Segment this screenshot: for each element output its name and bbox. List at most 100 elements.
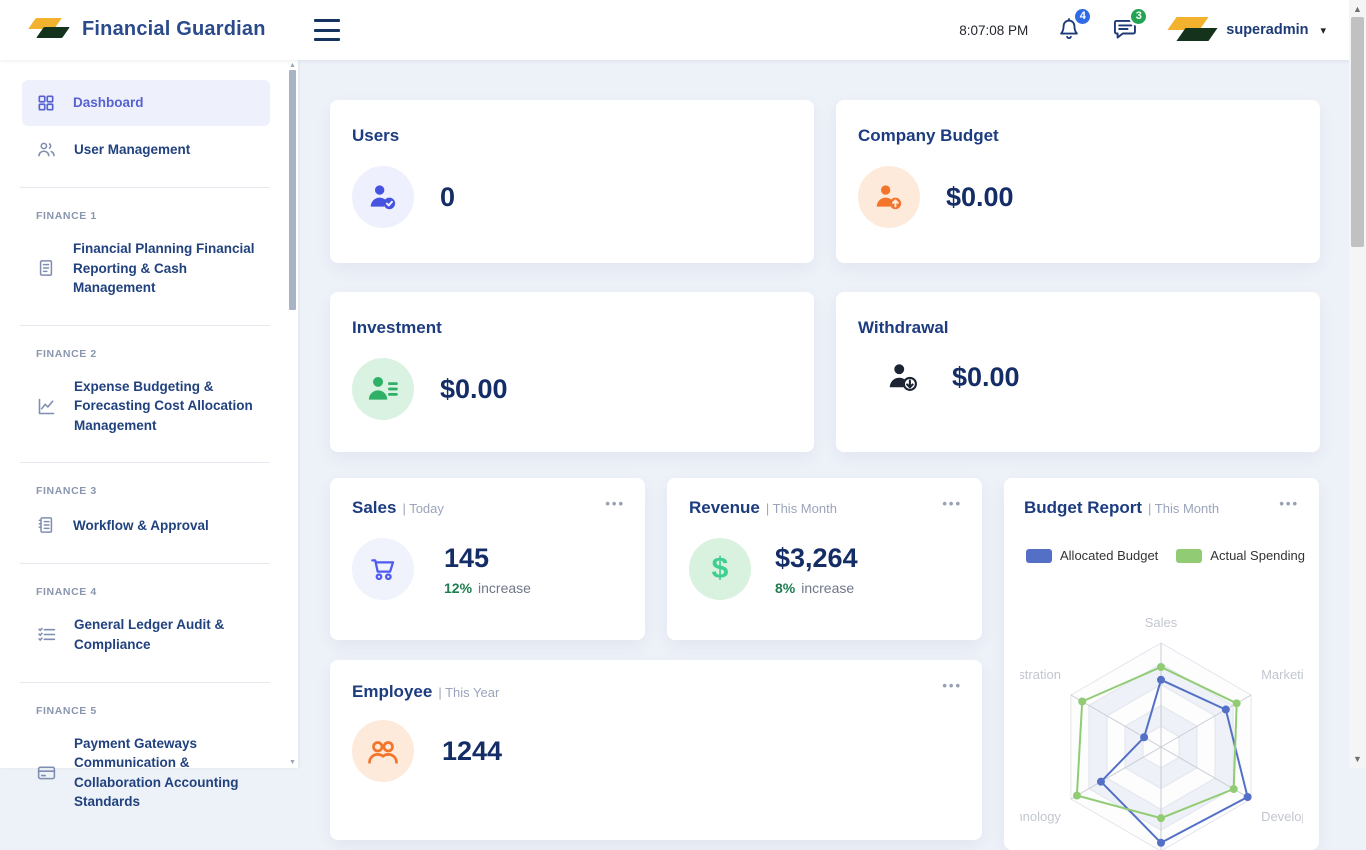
legend-label: Actual Spending: [1210, 548, 1305, 563]
sidebar-item-payment-gateways[interactable]: Payment Gateways Communication & Collabo…: [22, 721, 270, 825]
sidebar-scrollbar[interactable]: ▲ ▼: [288, 60, 297, 768]
revenue-value: $3,264: [775, 542, 858, 573]
bell-icon: [1060, 17, 1079, 39]
page-scrollbar-thumb[interactable]: [1351, 17, 1364, 247]
notifications-button[interactable]: 4: [1054, 7, 1093, 47]
brand-name: Financial Guardian: [82, 17, 266, 40]
users-card: Users 0: [330, 100, 814, 263]
page-scrollbar[interactable]: ▲ ▼: [1349, 0, 1366, 768]
sidebar-scrollbar-thumb[interactable]: [289, 70, 296, 310]
legend-item-actual[interactable]: Actual Spending: [1176, 548, 1305, 563]
main-content: Users 0 Company Budget: [298, 60, 1349, 850]
card-period: | This Month: [765, 501, 837, 516]
card-title: Employee: [352, 682, 433, 701]
company-budget-value: $0.00: [946, 181, 1014, 212]
card-period: | This Year: [438, 685, 500, 700]
legend-label: Allocated Budget: [1060, 548, 1159, 563]
legend-swatch-actual: [1176, 548, 1203, 563]
scroll-up-icon[interactable]: ▲: [289, 62, 296, 69]
sales-delta-label: increase: [478, 579, 531, 596]
svg-text:Information Technology: Information Technology: [1020, 809, 1061, 824]
sidebar-toggle-button[interactable]: [314, 19, 340, 41]
budget-radar-chart: Sales Administration Information Technolog…: [1020, 615, 1303, 850]
scroll-up-icon[interactable]: ▲: [1353, 4, 1362, 14]
section-label-finance-5: FINANCE 5: [36, 704, 97, 717]
section-label-finance-4: FINANCE 4: [36, 586, 97, 599]
users-value: 0: [440, 181, 456, 212]
sales-delta: 12%: [444, 579, 473, 596]
withdrawal-card: Withdrawal $0.00: [836, 292, 1320, 452]
messages-button[interactable]: 3: [1110, 7, 1149, 47]
sidebar-item-user-management[interactable]: User Management: [22, 126, 270, 173]
more-menu-button[interactable]: •••: [1279, 496, 1299, 511]
card-period: | Today: [402, 501, 444, 516]
message-badge: 3: [1129, 7, 1149, 26]
card-title: Sales: [352, 498, 397, 517]
sidebar-item-expense-budgeting[interactable]: Expense Budgeting & Forecasting Cost All…: [22, 364, 270, 449]
investment-value: $0.00: [440, 373, 508, 404]
brand: Financial Guardian: [28, 14, 266, 44]
chart-legend: Allocated Budget Actual Spending: [1004, 518, 1319, 563]
card-title: Company Budget: [858, 126, 999, 145]
card-title: Investment: [352, 318, 442, 337]
revenue-delta-label: increase: [801, 579, 855, 596]
credit-card-icon: [37, 766, 56, 780]
cart-icon: [352, 538, 414, 600]
user-down-icon: [884, 358, 922, 396]
sidebar-item-label: Expense Budgeting & Forecasting Cost All…: [74, 378, 253, 433]
more-menu-button[interactable]: •••: [942, 678, 962, 693]
avatar: [1166, 13, 1218, 47]
divider: [20, 681, 270, 683]
chevron-down-icon: ▾: [1320, 24, 1326, 37]
more-menu-button[interactable]: •••: [942, 496, 962, 511]
sidebar-item-workflow-approval[interactable]: Workflow & Approval: [22, 501, 270, 549]
line-chart-icon: [38, 398, 55, 414]
clock: 8:07:08 PM: [959, 22, 1029, 38]
sales-card: Sales | Today ••• 145 12% increase: [330, 478, 645, 640]
sidebar-item-dashboard[interactable]: Dashboard: [22, 80, 270, 126]
company-budget-card: Company Budget $0.00: [836, 100, 1320, 263]
divider: [20, 187, 270, 188]
sidebar-item-label: Financial Planning Financial Reporting &…: [73, 241, 255, 296]
username: superadmin: [1226, 22, 1309, 38]
sidebar-item-label: General Ledger Audit & Compliance: [74, 617, 225, 652]
legend-item-allocated[interactable]: Allocated Budget: [1026, 548, 1158, 563]
divider: [20, 462, 270, 464]
people-icon: [352, 720, 414, 782]
revenue-card: Revenue | This Month ••• $ $3,264 8% incre…: [667, 478, 982, 640]
user-up-icon: [858, 166, 920, 228]
divider: [20, 563, 270, 565]
more-menu-button[interactable]: •••: [605, 496, 625, 511]
user-menu[interactable]: superadmin ▾: [1166, 13, 1326, 47]
card-title: Withdrawal: [858, 318, 949, 337]
investment-card: Investment $0.00: [330, 292, 814, 452]
svg-text:Development: Development: [1261, 809, 1303, 824]
section-label-finance-1: FINANCE 1: [36, 210, 97, 222]
sidebar-item-label: Workflow & Approval: [73, 517, 209, 533]
user-lines-icon: [352, 358, 414, 420]
dollar-icon: $: [689, 538, 751, 600]
withdrawal-value: $0.00: [952, 361, 1020, 392]
scroll-down-icon[interactable]: ▼: [289, 759, 296, 766]
card-period: | This Month: [1148, 501, 1220, 516]
sidebar-item-general-ledger[interactable]: General Ledger Audit & Compliance: [22, 602, 270, 667]
card-title: Users: [352, 126, 400, 145]
svg-text:Administration: Administration: [1020, 667, 1061, 682]
notification-badge: 4: [1073, 7, 1093, 26]
card-title: Revenue: [689, 498, 760, 517]
revenue-delta: 8%: [775, 579, 796, 596]
svg-text:Sales: Sales: [1145, 615, 1178, 630]
sidebar-item-label: User Management: [74, 141, 191, 157]
scroll-down-icon[interactable]: ▼: [1353, 754, 1362, 764]
sidebar-item-label: Payment Gateways Communication & Collabo…: [74, 735, 239, 810]
hamburger-icon: [314, 19, 340, 22]
budget-report-card: Budget Report | This Month ••• Allocated …: [1004, 478, 1319, 850]
legend-swatch-allocated: [1026, 548, 1052, 563]
top-header: Financial Guardian 8:07:08 PM 4 3 supera…: [0, 0, 1366, 60]
sidebar-item-financial-planning[interactable]: Financial Planning Financial Reporting &…: [22, 226, 270, 311]
employee-value: 1244: [442, 735, 503, 766]
svg-text:Marketing: Marketing: [1261, 667, 1303, 682]
file-text-icon: [39, 260, 53, 277]
divider: [20, 324, 270, 326]
journal-icon: [38, 517, 53, 534]
